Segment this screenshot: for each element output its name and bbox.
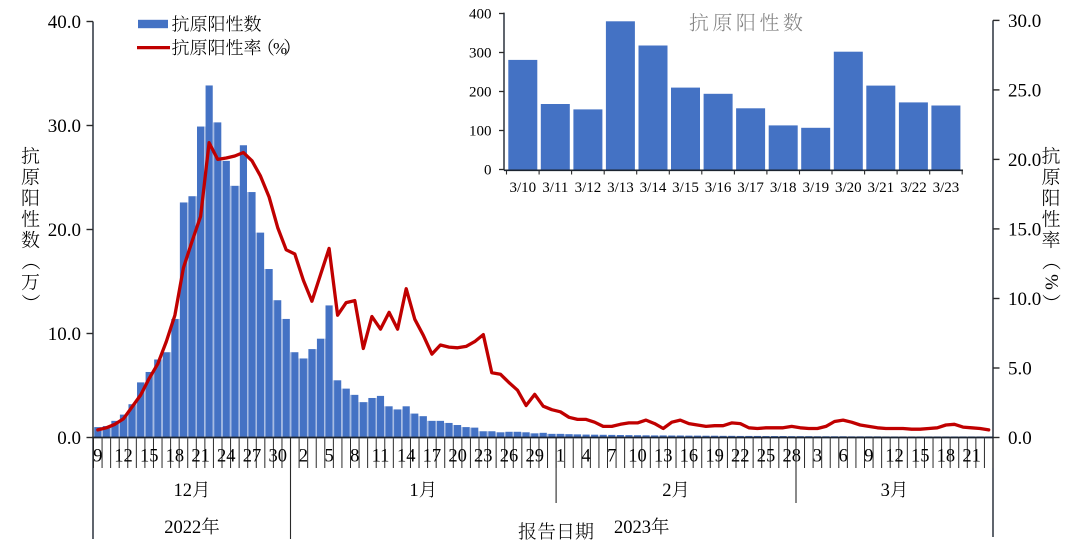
svg-text:15: 15 xyxy=(140,447,159,467)
svg-text:6: 6 xyxy=(838,447,847,467)
svg-text:1: 1 xyxy=(409,481,418,501)
svg-text:5.0: 5.0 xyxy=(1008,359,1032,380)
svg-text:2: 2 xyxy=(299,447,308,467)
svg-text:200: 200 xyxy=(469,85,492,101)
svg-text:23: 23 xyxy=(474,447,493,467)
svg-text:5: 5 xyxy=(324,447,333,467)
svg-text:26: 26 xyxy=(500,447,519,467)
svg-text:3/12: 3/12 xyxy=(575,180,602,196)
svg-text:3/23: 3/23 xyxy=(933,180,960,196)
svg-text:20: 20 xyxy=(448,447,467,467)
svg-text:3: 3 xyxy=(813,447,822,467)
svg-text:10.0: 10.0 xyxy=(1008,289,1041,310)
svg-text:300: 300 xyxy=(469,46,492,62)
svg-text:18: 18 xyxy=(937,447,956,467)
svg-text:3/17: 3/17 xyxy=(737,180,764,196)
svg-text:3/15: 3/15 xyxy=(672,180,699,196)
svg-text:%: % xyxy=(273,39,287,58)
svg-text:3/19: 3/19 xyxy=(802,180,829,196)
svg-text:7: 7 xyxy=(607,447,616,467)
svg-text:3/11: 3/11 xyxy=(542,180,568,196)
svg-text:3/22: 3/22 xyxy=(900,180,927,196)
svg-text:0: 0 xyxy=(484,163,492,179)
svg-text:14: 14 xyxy=(397,447,416,467)
svg-text:16: 16 xyxy=(680,447,699,467)
svg-text:3/20: 3/20 xyxy=(835,180,862,196)
svg-text:20.0: 20.0 xyxy=(1008,150,1041,171)
svg-text:20.0: 20.0 xyxy=(48,220,81,241)
svg-text:3: 3 xyxy=(881,481,890,501)
svg-text:2022: 2022 xyxy=(164,518,201,538)
svg-text:%: % xyxy=(1041,274,1062,290)
svg-text:19: 19 xyxy=(705,447,724,467)
svg-text:22: 22 xyxy=(731,447,750,467)
svg-text:11: 11 xyxy=(372,447,390,467)
svg-text:400: 400 xyxy=(469,7,492,23)
svg-text:3/13: 3/13 xyxy=(607,180,634,196)
svg-text:3/14: 3/14 xyxy=(640,180,667,196)
svg-text:18: 18 xyxy=(166,447,185,467)
svg-text:3/16: 3/16 xyxy=(705,180,732,196)
svg-text:28: 28 xyxy=(782,447,801,467)
svg-text:1: 1 xyxy=(556,447,565,467)
svg-text:8: 8 xyxy=(350,447,359,467)
svg-text:25.0: 25.0 xyxy=(1008,80,1041,101)
svg-text:24: 24 xyxy=(217,447,236,467)
svg-text:21: 21 xyxy=(191,447,210,467)
svg-text:29: 29 xyxy=(525,447,544,467)
svg-text:17: 17 xyxy=(423,447,442,467)
svg-text:9: 9 xyxy=(864,447,873,467)
svg-text:30: 30 xyxy=(268,447,287,467)
svg-text:3/18: 3/18 xyxy=(770,180,797,196)
svg-text:9: 9 xyxy=(93,447,102,467)
svg-text:0.0: 0.0 xyxy=(57,428,81,449)
svg-text:0.0: 0.0 xyxy=(1008,428,1032,449)
svg-text:10.0: 10.0 xyxy=(48,324,81,345)
svg-text:12: 12 xyxy=(114,447,133,467)
svg-text:27: 27 xyxy=(243,447,262,467)
svg-text:15.0: 15.0 xyxy=(1008,219,1041,240)
svg-text:3/21: 3/21 xyxy=(867,180,894,196)
svg-text:10: 10 xyxy=(628,447,647,467)
svg-text:3/10: 3/10 xyxy=(509,180,536,196)
svg-text:15: 15 xyxy=(911,447,930,467)
svg-text:12: 12 xyxy=(885,447,904,467)
svg-text:4: 4 xyxy=(581,447,590,467)
svg-text:2023: 2023 xyxy=(614,518,651,538)
svg-text:40.0: 40.0 xyxy=(48,12,81,33)
svg-text:21: 21 xyxy=(962,447,981,467)
svg-text:12: 12 xyxy=(174,481,193,501)
svg-text:25: 25 xyxy=(757,447,776,467)
svg-text:30.0: 30.0 xyxy=(1008,11,1041,32)
svg-text:30.0: 30.0 xyxy=(48,116,81,137)
svg-text:2: 2 xyxy=(662,481,671,501)
svg-text:13: 13 xyxy=(654,447,673,467)
svg-text:100: 100 xyxy=(469,124,492,140)
